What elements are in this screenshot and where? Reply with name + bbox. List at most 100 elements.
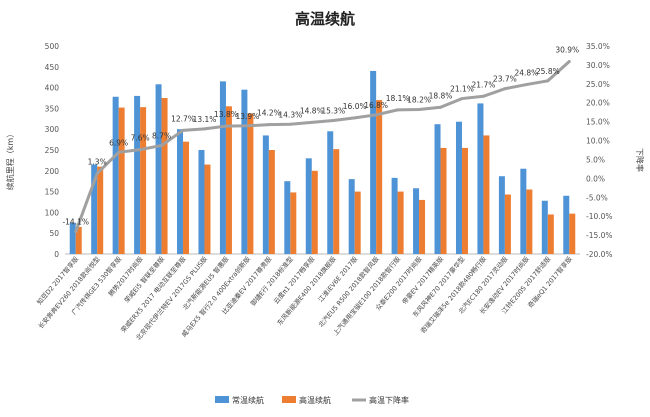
- bar-normal: [563, 195, 570, 254]
- line-point: [160, 143, 164, 147]
- y-left-tick-label: 150: [45, 188, 60, 197]
- bar-hot: [440, 147, 447, 254]
- bar-normal: [348, 179, 355, 254]
- y-axis-left-label: 续航里程（km）: [5, 130, 15, 190]
- y-axis-right-label: 下降率: [635, 148, 645, 172]
- bar-normal: [327, 131, 334, 254]
- y-left-tick-label: 400: [45, 84, 60, 93]
- data-label-drop-rate: 14.8%: [300, 106, 324, 115]
- bar-hot: [161, 98, 168, 254]
- bar-hot: [483, 135, 490, 254]
- bar-normal: [91, 164, 98, 254]
- line-point: [331, 119, 335, 123]
- bar-normal: [370, 70, 377, 255]
- legend-label: 高温续航: [299, 395, 331, 405]
- bar-hot: [290, 192, 297, 254]
- bar-hot: [118, 107, 125, 255]
- data-label-drop-rate: 15.3%: [321, 107, 345, 116]
- data-label-drop-rate: 23.7%: [493, 75, 517, 84]
- bar-normal: [413, 188, 420, 254]
- bar-normal: [134, 95, 141, 254]
- bar-normal: [455, 121, 462, 254]
- y-right-tick-label: 20.0%: [586, 99, 610, 108]
- line-point: [374, 113, 378, 117]
- bar-hot: [569, 213, 576, 254]
- bar-normal: [541, 200, 548, 254]
- data-label-drop-rate: 7.6%: [131, 134, 150, 143]
- bar-hot: [183, 141, 190, 254]
- y-right-tick-label: 0.0%: [586, 174, 605, 183]
- line-point: [481, 94, 485, 98]
- line-point: [288, 122, 292, 126]
- bar-hot: [354, 191, 361, 254]
- y-right-tick-label: -20.0%: [586, 250, 613, 259]
- line-point: [439, 105, 443, 109]
- line-point: [503, 87, 507, 91]
- bar-hot: [225, 106, 232, 254]
- bar-normal: [198, 150, 205, 254]
- y-right-tick-label: 10.0%: [586, 137, 610, 146]
- plot-area: 0 50 100 150 200 250 300 350 400 450 500 -20.0% -15.…: [35, 42, 613, 342]
- data-label-drop-rate: 18.1%: [386, 94, 410, 103]
- line-point: [353, 116, 357, 120]
- data-label-drop-rate: 14.3%: [278, 110, 302, 119]
- y-left-tick-label: 350: [45, 104, 60, 113]
- y-left-tick-label: 50: [49, 229, 59, 238]
- y-right-tick-label: -10.0%: [586, 212, 613, 221]
- line-point: [460, 97, 464, 101]
- data-label-drop-rate: 6.9%: [109, 138, 128, 147]
- data-label-drop-rate: 8.7%: [152, 131, 171, 140]
- bar-normal: [498, 176, 505, 254]
- bar-normal: [284, 181, 291, 254]
- data-label-drop-rate: 13.8%: [214, 110, 238, 119]
- data-label-drop-rate: 24.8%: [514, 69, 538, 78]
- line-point: [396, 108, 400, 112]
- data-label-drop-rate: 1.3%: [88, 157, 107, 166]
- bar-hot: [204, 164, 211, 254]
- bar-normal: [241, 89, 248, 255]
- data-label-drop-rate: 12.7%: [171, 114, 195, 123]
- line-point: [117, 150, 121, 154]
- x-tick-label: 江淮iEV6E 2017版: [316, 254, 360, 304]
- data-label-drop-rate: 30.9%: [555, 46, 579, 55]
- bar-normal: [520, 168, 527, 254]
- bar-hot: [526, 189, 533, 254]
- line-series-drop-rate: [74, 60, 571, 233]
- y-left-tick-label: 200: [45, 167, 60, 176]
- y-right-tick-label: -5.0%: [586, 193, 608, 202]
- line-point: [267, 123, 271, 127]
- bar-normal: [112, 96, 119, 254]
- data-label-drop-rate: 13.9%: [235, 112, 259, 121]
- bar-normal: [434, 124, 441, 254]
- bar-hot: [75, 226, 82, 254]
- bar-hot: [504, 194, 511, 254]
- data-label-drop-rate: 25.8%: [536, 67, 560, 76]
- line-point: [524, 83, 528, 87]
- data-label-drop-rate: 21.1%: [450, 85, 474, 94]
- bar-hot: [397, 191, 404, 254]
- data-label-drop-rate: 21.7%: [472, 80, 496, 89]
- y-right-tick-label: 30.0%: [586, 61, 610, 70]
- bar-hot: [333, 149, 340, 254]
- bar-normal: [391, 177, 398, 254]
- bar-normal: [305, 158, 312, 254]
- legend-swatch: [215, 396, 229, 403]
- bar-hot: [97, 166, 104, 254]
- y-left-tick-label: 100: [45, 208, 60, 217]
- bar-hot: [268, 150, 275, 254]
- line-point: [224, 124, 228, 128]
- line-point: [245, 124, 249, 128]
- bar-hot: [247, 113, 254, 254]
- bar-hot: [461, 147, 468, 254]
- bar-hot: [311, 170, 318, 254]
- y-right-tick-label: 15.0%: [586, 118, 610, 127]
- data-label-drop-rate: 13.1%: [193, 115, 217, 124]
- data-label-drop-rate: 14.2%: [257, 109, 281, 118]
- chart-title: 高温续航: [295, 10, 355, 28]
- bar-normal: [155, 84, 162, 254]
- bar-hot: [547, 214, 554, 254]
- line-point: [567, 60, 571, 64]
- data-label-drop-rate: 16.8%: [364, 101, 388, 110]
- legend-swatch: [282, 396, 296, 403]
- bar-normal: [219, 81, 226, 254]
